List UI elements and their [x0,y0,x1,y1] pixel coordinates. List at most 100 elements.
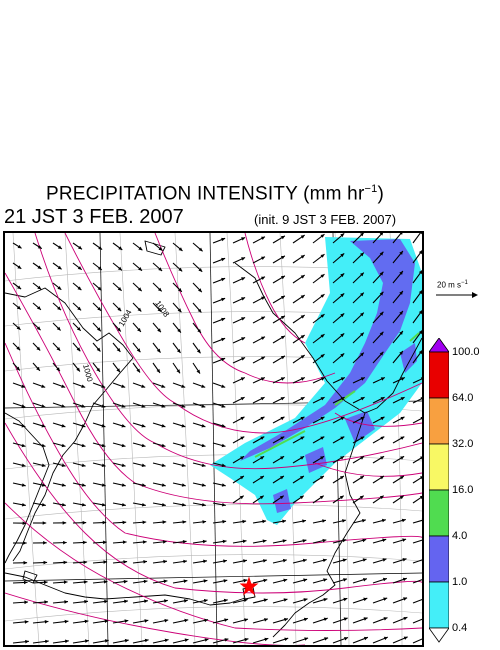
wind-vector-head [36,346,41,351]
wind-vector-head [420,233,422,235]
wind-vector-head [399,495,404,500]
wind-vector-head [41,503,46,507]
wind-vector-head [184,638,189,642]
wind-vector-head [117,307,122,312]
wind-vector-shaft [412,233,422,244]
wind-vector-head [76,367,80,372]
wind-vector-head [63,580,68,584]
wind-vector-head [141,424,146,428]
wind-vector-head [178,247,183,251]
wind-vector-head [23,580,28,585]
lon-reference-line [209,233,218,645]
wind-vector-head [161,424,166,428]
wind-vector-head [84,599,88,604]
wind-vector-head [122,520,127,525]
wind-vector-head [222,539,227,544]
wind-vector-head [418,350,422,355]
wind-vector-head [104,639,109,643]
wind-vector-head [280,275,285,280]
wind-vector-head [383,597,388,601]
wind-vector-head [380,436,385,440]
wind-vector-head [263,578,268,583]
wind-vector-shaft [412,437,422,444]
wind-vector-head [420,456,422,460]
wind-vector-head [383,636,388,641]
wind-vector-head [116,368,120,373]
wind-vector-head [142,540,147,544]
wind-vector-head [379,331,384,336]
wind-vector-head [121,483,126,487]
wind-vector-head [183,599,188,603]
wind-vector-head [81,503,86,507]
wind-vector-head [23,560,28,565]
wind-vector-head [340,313,345,318]
wind-vector-head [141,443,146,448]
wind-vector-head [61,424,66,428]
wind-vector-head [362,538,367,543]
wind-vector-head [21,443,26,448]
wind-vector-head [143,579,148,584]
colorbar-level-label: 100.0 [452,346,480,358]
wind-vector-head [299,495,304,500]
wind-vector-head [399,331,403,335]
wind-vector-head [57,265,62,270]
init-time: (init. 9 JST 3 FEB. 2007) [254,212,397,227]
wind-vector-head [121,503,126,507]
wind-vector-head [121,384,126,388]
wind-vector-head [240,416,245,421]
colorbar-segment [429,351,449,399]
wind-vector-head [340,416,345,421]
wind-vector-head [261,296,265,300]
wind-vector-head [177,328,181,333]
wind-vector-head [62,521,67,525]
wind-vector-head [17,265,22,269]
wind-vector-head [137,307,142,312]
wind-vector-head [141,483,146,487]
wind-vector-head [16,305,21,310]
wind-vector-head [300,295,305,299]
wind-vector-head [183,579,188,583]
wind-vector-head [143,560,147,564]
wind-vector-head [57,245,62,249]
wind-vector-head [280,315,285,320]
wind-vector-head [340,456,345,460]
wind-vector-head [21,463,26,467]
wind-vector-head [141,384,146,388]
wind-vector-head [280,255,285,260]
wind-vector-head [222,519,227,524]
wind-vector-head [158,246,163,251]
wind-vector-head [202,520,207,524]
wind-vector-head [380,456,385,460]
wind-vector-head [97,327,101,332]
wind-vector-head [96,367,100,372]
wind-vector-head [239,495,244,500]
wind-vector-head [320,254,325,258]
wind-vector-head [399,251,403,255]
japan-coast-south [272,412,366,638]
wind-vector-head [322,519,326,523]
wind-vector-head [41,424,46,428]
wind-vector-head [224,638,229,642]
wind-vector-head [402,558,407,562]
wind-vector-head [163,579,168,584]
wind-vector-head [320,354,325,358]
wind-vector-head [97,266,102,270]
wind-vector-head [43,580,48,585]
wind-vector-head [181,404,186,408]
wind-vector-head [241,317,246,321]
wind-vector-head [302,519,306,523]
wind-vector-head [141,404,146,408]
wind-vector-head [263,559,267,563]
wind-vector-head [221,317,226,322]
wind-vector-head [363,578,367,582]
wind-vector-head [320,436,325,440]
isobar-line [64,233,422,434]
wind-vector-head [420,436,422,440]
wind-vector-head [178,288,182,292]
wind-vector-head [16,346,21,351]
wind-vector-head [280,295,285,300]
wind-vector-head [241,257,246,261]
wind-vector-head [121,424,126,428]
colorbar-level-label: 16.0 [452,484,474,496]
wind-vector-head [184,618,189,623]
